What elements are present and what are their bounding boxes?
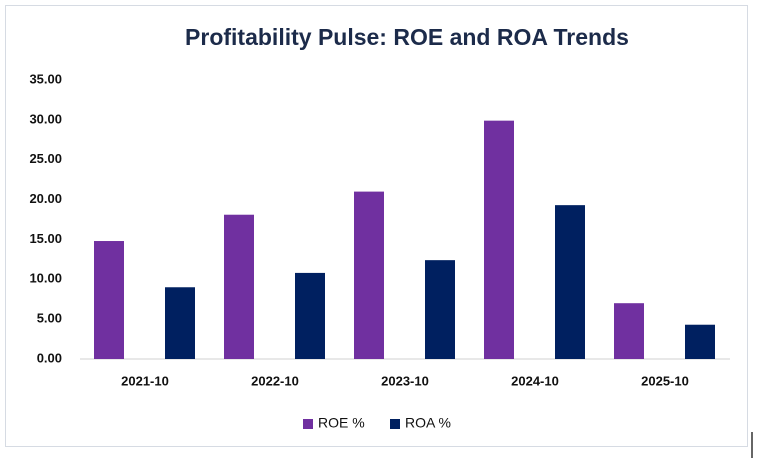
bar	[354, 191, 384, 359]
chart-title: Profitability Pulse: ROE and ROA Trends	[185, 24, 629, 50]
y-tick-label: 35.00	[29, 71, 62, 86]
y-tick-label: 5.00	[37, 311, 62, 326]
x-tick-label: 2025-10	[641, 373, 689, 388]
x-tick-label: 2023-10	[381, 373, 429, 388]
legend-label: ROA %	[405, 415, 451, 431]
bar	[224, 214, 254, 359]
y-tick-label: 10.00	[29, 271, 62, 286]
x-tick-label: 2024-10	[511, 373, 559, 388]
bar	[295, 272, 325, 359]
legend-label: ROE %	[318, 415, 365, 431]
y-tick-label: 25.00	[29, 151, 62, 166]
y-tick-label: 20.00	[29, 191, 62, 206]
bar	[555, 205, 585, 359]
y-tick-label: 0.00	[37, 350, 62, 365]
bar	[165, 287, 195, 359]
bar	[94, 241, 124, 359]
bar	[614, 303, 644, 359]
legend-swatch	[303, 419, 313, 429]
y-tick-label: 15.00	[29, 231, 62, 246]
bar	[425, 260, 455, 359]
x-tick-label: 2021-10	[121, 373, 169, 388]
legend-swatch	[390, 419, 400, 429]
bar	[484, 120, 514, 359]
y-tick-label: 30.00	[29, 111, 62, 126]
bar	[685, 324, 715, 359]
x-tick-label: 2022-10	[251, 373, 299, 388]
